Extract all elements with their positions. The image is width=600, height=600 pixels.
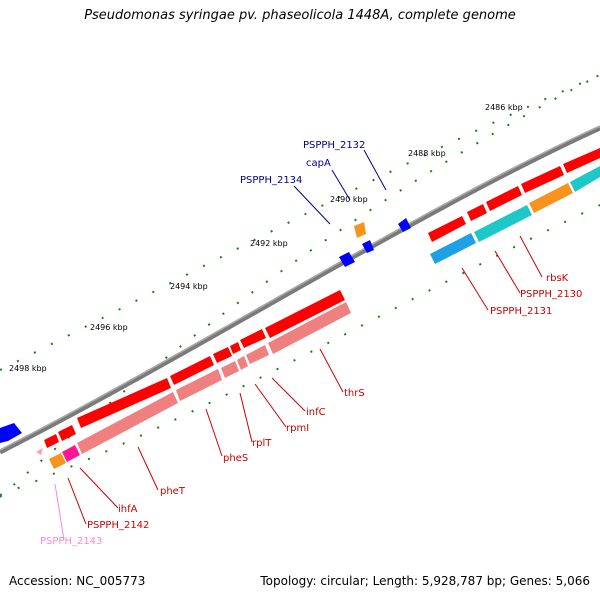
label-capA: capA <box>306 158 331 169</box>
tick-label-2498: 2498 kbp <box>9 364 47 373</box>
feature-blue-2492 <box>339 252 355 267</box>
feature-PSPPH_2134 <box>362 240 374 253</box>
tick-label-2490: 2490 kbp <box>330 195 368 204</box>
red-cds-track <box>44 148 600 448</box>
pink-rrna-track <box>36 166 600 469</box>
label-PSPPH_2143: PSPPH_2143 <box>40 536 102 547</box>
inner-tick-track <box>0 205 600 497</box>
feature-blue-left <box>0 423 22 443</box>
genome-backbone-highlight <box>0 125 600 451</box>
tick-label-2488: 2488 kbp <box>408 149 446 158</box>
label-pheS: pheS <box>223 453 248 464</box>
label-pheT: pheT <box>160 486 186 497</box>
label-thrS: thrS <box>344 388 365 399</box>
label-rbsK: rbsK <box>546 273 569 284</box>
feature-PSPPH_2132 <box>398 218 411 232</box>
feature-capA <box>354 222 366 238</box>
genome-backbone <box>0 125 600 455</box>
genome-summary-text: Topology: circular; Length: 5,928,787 bp… <box>260 574 590 588</box>
label-PSPPH_2132: PSPPH_2132 <box>303 140 365 151</box>
tick-label-2492: 2492 kbp <box>250 239 288 248</box>
label-PSPPH_2131: PSPPH_2131 <box>490 306 552 317</box>
label-rplT: rplT <box>252 438 272 449</box>
map-title: Pseudomonas syringae pv. phaseolicola 14… <box>84 8 516 23</box>
label-PSPPH_2130: PSPPH_2130 <box>520 289 582 300</box>
label-PSPPH_2142: PSPPH_2142 <box>87 520 149 531</box>
label-rpmI: rpmI <box>286 423 309 434</box>
tick-label-2486: 2486 kbp <box>485 103 523 112</box>
label-ihfA: ihfA <box>118 504 138 515</box>
tick-label-2496: 2496 kbp <box>90 323 128 332</box>
label-PSPPH_2134: PSPPH_2134 <box>240 175 302 186</box>
tick-label-2494: 2494 kbp <box>170 282 208 291</box>
accession-text: Accession: NC_005773 <box>9 574 146 588</box>
leader-lines <box>54 149 543 541</box>
label-infC: infC <box>306 407 326 418</box>
